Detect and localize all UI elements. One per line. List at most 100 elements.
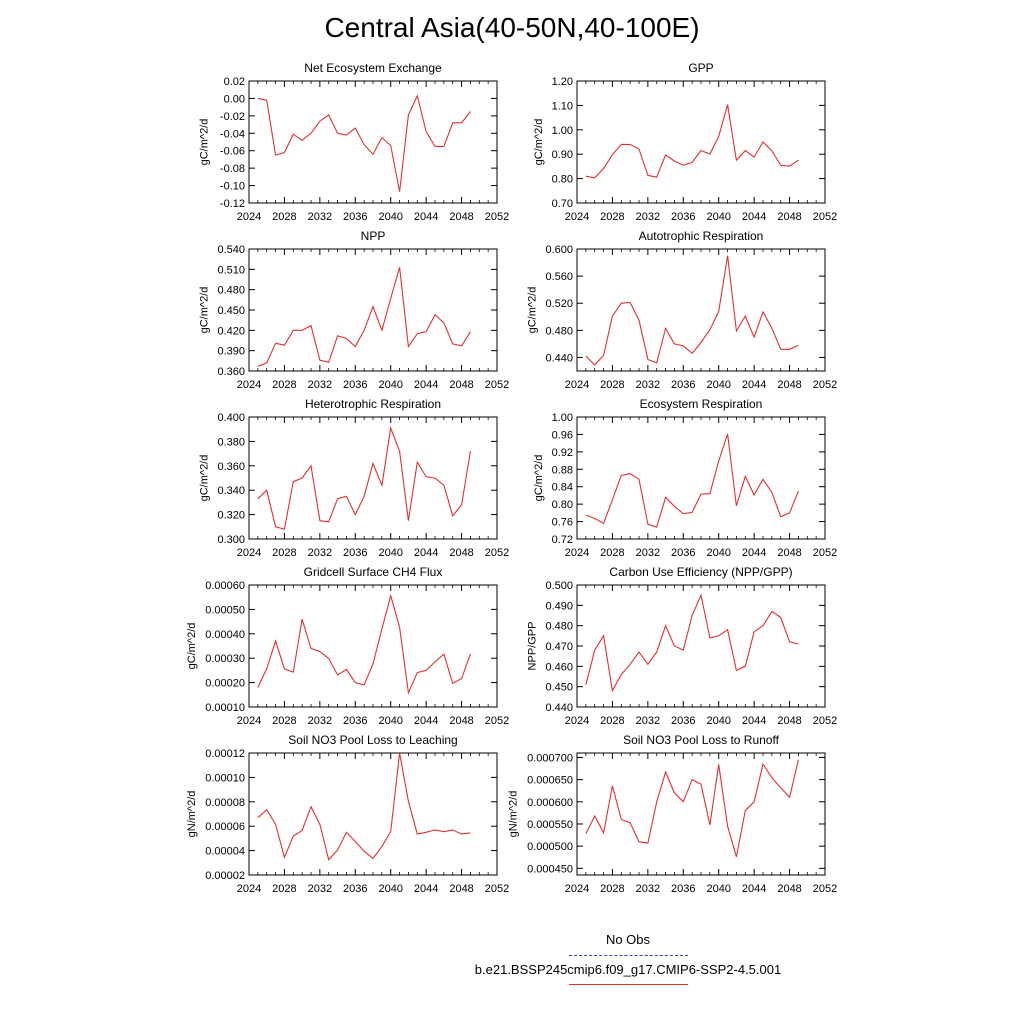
- page-title: Central Asia(40-50N,40-100E): [324, 12, 700, 43]
- panel-8-x-tick-label: 2024: [565, 715, 589, 727]
- panel-7-frame: [248, 584, 498, 708]
- panel-2-x-tick-label: 2044: [742, 211, 766, 223]
- legend-line-model-run: [569, 984, 688, 985]
- panel-8-y-tick-label: 0.480: [545, 621, 573, 633]
- panel-10-x-tick-label: 2032: [636, 883, 660, 895]
- panel-9-x-tick-label: 2052: [485, 883, 509, 895]
- panel-10-y-tick-label: 0.000550: [527, 819, 573, 831]
- panel-7-y-tick-label: 0.00020: [205, 678, 245, 690]
- panel-10-y-axis-label: gN/m^2/d: [508, 791, 520, 838]
- panel-8-y-tick-label: 0.490: [545, 600, 573, 612]
- panel-6-y-axis-label: gC/m^2/d: [533, 455, 545, 502]
- panel-8-x-tick-label: 2044: [742, 715, 766, 727]
- panel-7-y-tick-label: 0.00030: [205, 653, 245, 665]
- panel-4-x-tick-label: 2040: [706, 379, 730, 391]
- panel-1-series-line: [257, 94, 471, 192]
- panel-4-y-tick-label: 0.480: [545, 325, 573, 337]
- panel-9-y-tick-label: 0.00010: [205, 772, 245, 784]
- panel-2-x-tick-label: 2032: [636, 211, 660, 223]
- panel-7-y-tick-label: 0.00040: [205, 629, 245, 641]
- panel-3-y-tick-label: 0.450: [217, 305, 245, 317]
- panel-5-y-tick-label: 0.320: [217, 510, 245, 522]
- panel-2-y-tick-label: 0.80: [552, 174, 573, 186]
- panel-4-x-tick-label: 2052: [813, 379, 837, 391]
- panel-5-y-tick-label: 0.400: [217, 412, 245, 424]
- panel-1-x-tick-label: 2040: [378, 211, 402, 223]
- panel-4-title: Autotrophic Respiration: [639, 229, 764, 243]
- panel-10-x-tick-label: 2052: [813, 883, 837, 895]
- panel-4-y-axis-label: gC/m^2/d: [527, 287, 539, 334]
- panel-8-x-tick-label: 2028: [600, 715, 624, 727]
- panel-7-x-tick-label: 2024: [237, 715, 261, 727]
- panel-6-y-tick-label: 0.72: [552, 534, 573, 546]
- panel-8-y-tick-label: 0.440: [545, 702, 573, 714]
- panel-5-x-tick-label: 2040: [378, 547, 402, 559]
- panel-7-y-tick-label: 0.00010: [205, 702, 245, 714]
- panel-3-series-line: [257, 267, 471, 367]
- panel-9-series-line: [257, 752, 471, 861]
- panel-1-x-tick-label: 2044: [414, 211, 438, 223]
- panel-7-y-axis-label: gC/m^2/d: [186, 623, 198, 670]
- panel-1-y-tick-label: -0.04: [220, 128, 245, 140]
- panel-1-x-tick-label: 2036: [343, 211, 367, 223]
- panel-5-series-line: [257, 425, 471, 530]
- panel-8-y-tick-label: 0.470: [545, 641, 573, 653]
- panel-1-y-tick-label: 0.00: [224, 93, 245, 105]
- panel-6-x-tick-label: 2044: [742, 547, 766, 559]
- panel-1-title: Net Ecosystem Exchange: [304, 61, 442, 75]
- panel-3-x-tick-label: 2032: [308, 379, 332, 391]
- panel-4-x-tick-label: 2048: [777, 379, 801, 391]
- panel-3-frame: [248, 248, 498, 372]
- panel-2-title: GPP: [688, 61, 713, 75]
- panel-1-frame: [248, 80, 498, 204]
- panel-1-x-tick-label: 2024: [237, 211, 261, 223]
- panel-8-x-tick-label: 2040: [706, 715, 730, 727]
- panel-9-y-axis-label: gN/m^2/d: [186, 791, 198, 838]
- panel-4-x-tick-label: 2036: [671, 379, 695, 391]
- panel-5-y-tick-label: 0.360: [217, 461, 245, 473]
- panel-2-x-tick-label: 2036: [671, 211, 695, 223]
- panel-6-y-tick-label: 0.80: [552, 499, 573, 511]
- panel-6-y-tick-label: 0.92: [552, 447, 573, 459]
- panel-7-x-tick-label: 2052: [485, 715, 509, 727]
- panel-5-x-tick-label: 2036: [343, 547, 367, 559]
- panel-5-x-tick-label: 2024: [237, 547, 261, 559]
- legend-label-no-obs: No Obs: [605, 932, 651, 947]
- panel-10-x-tick-label: 2028: [600, 883, 624, 895]
- panel-2-x-tick-label: 2024: [565, 211, 589, 223]
- panel-1-x-tick-label: 2032: [308, 211, 332, 223]
- panel-5-y-tick-label: 0.300: [217, 534, 245, 546]
- panel-2-y-tick-label: 1.20: [552, 76, 573, 88]
- panel-3-x-tick-label: 2028: [272, 379, 296, 391]
- panel-5-title: Heterotrophic Respiration: [305, 397, 441, 411]
- panel-2-y-axis-label: gC/m^2/d: [533, 119, 545, 166]
- panel-6-y-tick-label: 0.96: [552, 429, 573, 441]
- panel-2-y-tick-label: 0.90: [552, 149, 573, 161]
- panel-8-x-tick-label: 2052: [813, 715, 837, 727]
- panel-8-x-tick-label: 2036: [671, 715, 695, 727]
- panel-7-x-tick-label: 2044: [414, 715, 438, 727]
- panel-3-x-tick-label: 2052: [485, 379, 509, 391]
- panel-4-frame: [576, 248, 826, 372]
- panel-2-y-tick-label: 1.10: [552, 100, 573, 112]
- panel-7-series-line: [257, 593, 471, 695]
- panel-6-frame: [576, 416, 826, 540]
- panel-8-frame: [576, 584, 826, 708]
- panel-1-y-tick-label: 0.02: [224, 76, 245, 88]
- panel-10-x-tick-label: 2044: [742, 883, 766, 895]
- panel-3-x-tick-label: 2036: [343, 379, 367, 391]
- panel-6-title: Ecosystem Respiration: [640, 397, 763, 411]
- panel-10-x-tick-label: 2048: [777, 883, 801, 895]
- panel-5-x-tick-label: 2028: [272, 547, 296, 559]
- panel-10-x-tick-label: 2036: [671, 883, 695, 895]
- panel-5-y-axis-label: gC/m^2/d: [199, 455, 211, 502]
- panel-1-y-tick-label: -0.10: [220, 181, 245, 193]
- panel-6-x-tick-label: 2040: [706, 547, 730, 559]
- panel-5-x-tick-label: 2048: [449, 547, 473, 559]
- panel-6-y-tick-label: 0.84: [552, 482, 573, 494]
- panel-5-y-tick-label: 0.340: [217, 485, 245, 497]
- panel-9-y-tick-label: 0.00008: [205, 797, 245, 809]
- panel-4-x-tick-label: 2032: [636, 379, 660, 391]
- panel-7-x-tick-label: 2036: [343, 715, 367, 727]
